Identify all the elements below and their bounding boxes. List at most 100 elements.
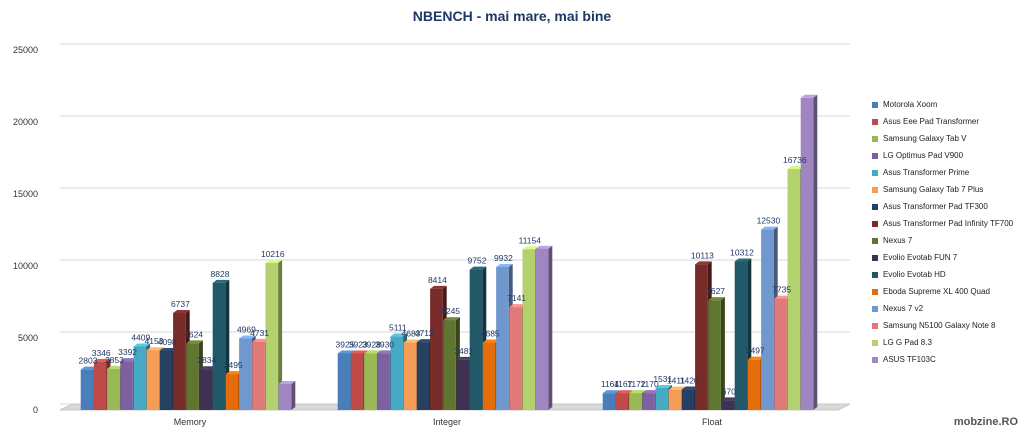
data-label: 6737: [171, 299, 190, 309]
legend-item: LG G Pad 8.3: [872, 334, 1020, 351]
x-tick-label: Integer: [433, 417, 461, 427]
x-axis: Memory Integer Float: [174, 417, 723, 427]
legend-item: Evolio Evotab HD: [872, 266, 1020, 283]
data-label: 1167: [614, 379, 633, 389]
data-label: 4624: [184, 329, 203, 339]
data-label: 3481: [454, 346, 473, 356]
legend-swatch: [872, 135, 878, 142]
data-label: 3392: [118, 347, 137, 357]
data-label: 2853: [105, 355, 124, 365]
bars: [80, 94, 818, 411]
legend-label: Eboda Supreme XL 400 Quad: [883, 287, 990, 296]
legend-swatch: [872, 152, 878, 159]
legend-label: Evolio Evotab HD: [883, 270, 946, 279]
data-label: 670: [722, 386, 736, 396]
legend-item: Samsung N5100 Galaxy Note 8: [872, 317, 1020, 334]
data-label: 7141: [507, 293, 526, 303]
data-label: 8828: [211, 269, 230, 279]
legend-label: Motorola Xoom: [883, 100, 938, 109]
legend-item: Asus Eee Pad Transformer: [872, 113, 1020, 130]
legend-label: Asus Transformer Prime: [883, 168, 970, 177]
data-label: 7735: [772, 285, 791, 295]
legend-label: Asus Eee Pad Transformer: [883, 117, 980, 126]
legend-swatch: [872, 288, 878, 295]
watermark: mobzine.RO: [953, 416, 1018, 428]
legend-item: Nexus 7: [872, 232, 1020, 249]
y-tick-label: 5000: [18, 333, 38, 343]
data-label: 3346: [92, 348, 111, 358]
data-label: 9932: [494, 253, 513, 263]
data-label: 4969: [237, 324, 256, 334]
legend-item: Motorola Xoom: [872, 96, 1020, 113]
legend-swatch: [872, 271, 878, 278]
legend-item: Asus Transformer Pad Infinity TF700: [872, 215, 1020, 232]
data-label: 1172: [627, 379, 646, 389]
data-label: 3928: [362, 339, 381, 349]
data-label: 4409: [131, 333, 150, 343]
legend-label: Nexus 7: [883, 236, 913, 245]
legend-item: Samsung Galaxy Tab V: [872, 130, 1020, 147]
data-label: 3925: [336, 339, 355, 349]
data-label: 6245: [441, 306, 460, 316]
legend-item: ASUS TF103C: [872, 351, 1020, 368]
data-label: 4731: [250, 328, 269, 338]
data-label: 1531: [653, 374, 672, 384]
data-label: 9752: [468, 256, 487, 266]
bar: [278, 381, 296, 410]
legend-label: Samsung Galaxy Tab 7 Plus: [883, 185, 984, 194]
data-label: 11154: [519, 235, 542, 245]
legend-swatch: [872, 254, 878, 261]
legend-swatch: [872, 339, 878, 346]
y-axis: 0 5000 10000 15000 20000 25000: [13, 45, 38, 415]
legend-label: Evolio Evotab FUN 7: [883, 253, 958, 262]
legend-swatch: [872, 305, 878, 312]
legend-swatch: [872, 118, 878, 125]
data-label: 3930: [375, 339, 394, 349]
legend-label: Samsung Galaxy Tab V: [883, 134, 967, 143]
legend-swatch: [872, 101, 878, 108]
legend-item: LG Optimus Pad V900: [872, 147, 1020, 164]
data-label: 10312: [730, 248, 754, 258]
data-label: 7627: [706, 286, 725, 296]
data-label: 5111: [389, 322, 407, 332]
bar: [265, 259, 283, 410]
legend-label: ASUS TF103C: [883, 355, 936, 364]
y-tick-label: 10000: [13, 261, 38, 271]
legend-swatch: [872, 169, 878, 176]
data-label: 1164: [601, 379, 620, 389]
y-tick-label: 15000: [13, 189, 38, 199]
legend-item: Eboda Supreme XL 400 Quad: [872, 283, 1020, 300]
data-label: 4712: [415, 328, 434, 338]
legend-swatch: [872, 186, 878, 193]
data-label: 1420: [680, 376, 699, 386]
bar: [708, 297, 725, 410]
legend-swatch: [872, 220, 878, 227]
data-label: 4683: [402, 329, 421, 339]
legend-item: Samsung Galaxy Tab 7 Plus: [872, 181, 1020, 198]
data-label: 1411: [667, 376, 686, 386]
data-label: 10216: [261, 249, 285, 259]
legend-label: Samsung N5100 Galaxy Note 8: [883, 321, 996, 330]
data-label: 1170: [640, 379, 659, 389]
legend-swatch: [872, 203, 878, 210]
data-label: 10113: [691, 250, 714, 260]
legend-item: Asus Transformer Pad TF300: [872, 198, 1020, 215]
legend-label: LG Optimus Pad V900: [883, 151, 964, 160]
chart-title: NBENCH - mai mare, mai bine: [413, 8, 612, 24]
data-label: 4685: [481, 329, 500, 339]
legend-item: Evolio Evotab FUN 7: [872, 249, 1020, 266]
data-label: 12530: [757, 216, 781, 226]
data-label: 3497: [746, 346, 765, 356]
legend-item: Asus Transformer Prime: [872, 164, 1020, 181]
legend-swatch: [872, 237, 878, 244]
legend-label: Nexus 7 v2: [883, 304, 924, 313]
data-label: 2495: [224, 360, 243, 370]
legend-label: Asus Transformer Pad TF300: [883, 202, 988, 211]
data-label: 8414: [428, 275, 447, 285]
data-label: 2834: [197, 355, 216, 365]
y-tick-label: 0: [33, 405, 38, 415]
legend-item: Nexus 7 v2: [872, 300, 1020, 317]
data-label: 4098: [158, 337, 177, 347]
